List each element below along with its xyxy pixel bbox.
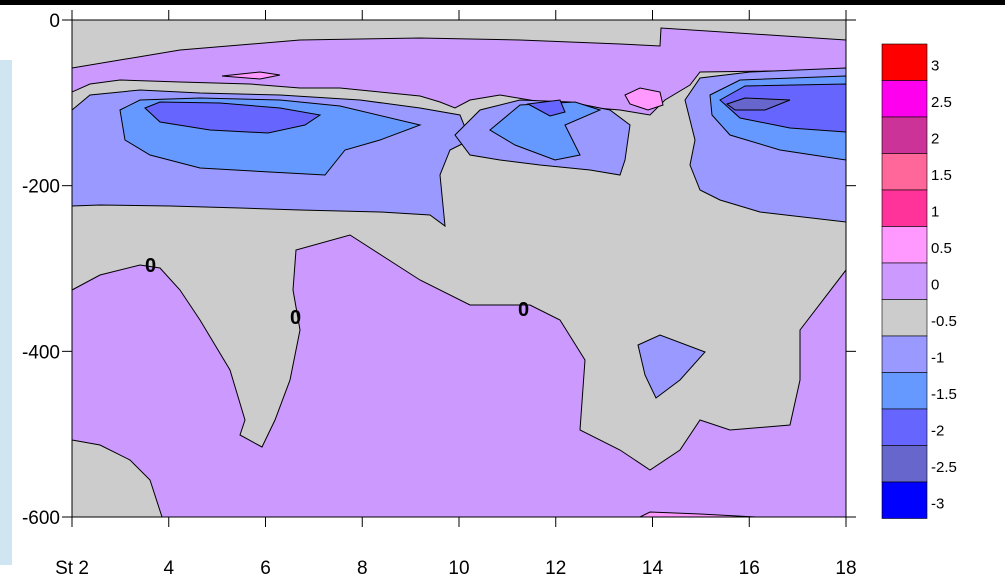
left-edge-strip	[0, 60, 12, 565]
colorbar-swatch	[881, 445, 928, 483]
colorbar-label: 0.5	[931, 240, 952, 257]
colorbar-swatch	[881, 335, 928, 373]
x-tick-label: 8	[357, 558, 368, 579]
region-neg2-right	[719, 83, 846, 133]
colorbar-swatch	[881, 226, 928, 264]
colorbar-label: -3	[931, 496, 944, 513]
colorbar-swatch	[881, 189, 928, 227]
x-tick-label: 10	[448, 558, 469, 579]
axes: St 2 4 6 8 10 12 14 16 18 0 -200 -400 -600	[22, 10, 857, 579]
region-0-bottom-left	[72, 439, 163, 517]
colorbar-label: 1	[931, 204, 939, 221]
colorbar-label: 1.5	[931, 167, 952, 184]
colorbar-label: -0.5	[931, 313, 957, 330]
x-tick-label: 18	[835, 558, 856, 579]
contour-label: 0	[290, 307, 301, 329]
region-neg25-right	[725, 97, 791, 111]
colorbar-label: 0	[931, 277, 939, 294]
region-neg2-mid	[526, 99, 566, 117]
x-tick-label: St 2	[55, 558, 89, 579]
colorbar-swatch	[881, 80, 928, 118]
x-tick-label: 12	[545, 558, 566, 579]
top-border	[0, 0, 1005, 5]
x-tick-label: 4	[163, 558, 174, 579]
colorbar-swatch	[881, 372, 928, 410]
colorbar-label: -1	[931, 350, 944, 367]
y-tick-label: -200	[22, 177, 60, 198]
x-tick-label: 6	[260, 558, 271, 579]
region-pos05-bottom	[639, 511, 766, 517]
colorbar-swatch	[881, 153, 928, 191]
contour-label: 0	[518, 299, 529, 321]
colorbar-label: 2	[931, 131, 939, 148]
colorbar: 3 2.5 2 1.5 1 0.5 0 -0.5 -1 -1.5 -2 -2.5 -3	[881, 43, 957, 519]
region-pos05-mid	[624, 87, 664, 111]
colorbar-label: -2.5	[931, 459, 957, 476]
y-tick-label: -600	[22, 508, 60, 529]
region-neg2-left	[144, 101, 322, 134]
y-tick-label: -400	[22, 342, 60, 363]
colorbar-label: -1.5	[931, 386, 957, 403]
region-pos05-top	[221, 71, 281, 80]
region-0-lower	[72, 234, 846, 517]
colorbar-swatch	[881, 481, 928, 519]
colorbar-label: 3	[931, 58, 939, 75]
colorbar-label: -2	[931, 423, 944, 440]
contour-label: 0	[145, 255, 156, 277]
colorbar-swatch	[881, 262, 928, 300]
colorbar-swatch	[881, 299, 928, 337]
region-neg1-deep	[637, 334, 706, 399]
plot-area: 0 0 0	[72, 20, 846, 517]
colorbar-swatch	[881, 116, 928, 154]
colorbar-label: 2.5	[931, 94, 952, 111]
colorbar-swatch	[881, 408, 928, 446]
y-tick-label: 0	[49, 11, 60, 32]
x-tick-label: 14	[642, 558, 664, 579]
x-tick-label: 16	[739, 558, 760, 579]
colorbar-swatch	[881, 43, 928, 81]
